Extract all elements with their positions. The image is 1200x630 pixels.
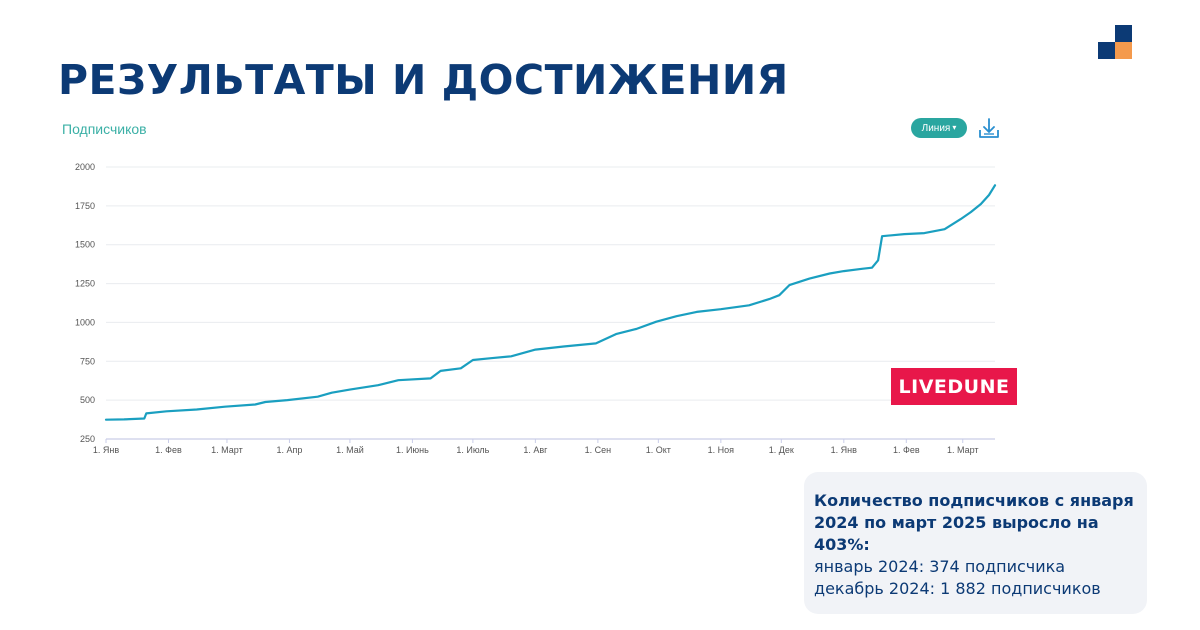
y-tick-label-1500: 1500 (75, 240, 95, 250)
x-tick-label-9: 1. Окт (646, 445, 671, 455)
x-tick-label-14: 1. Март (947, 445, 979, 455)
x-tick-label-6: 1. Июль (456, 445, 489, 455)
y-tick-label-500: 500 (80, 395, 95, 405)
logo-square-navy-bottom-left (1098, 42, 1115, 59)
x-tick-label-2: 1. Март (211, 445, 243, 455)
logo-square-orange (1115, 42, 1132, 59)
chevron-down-icon: ▾ (952, 123, 957, 132)
x-tick-label-7: 1. Авг (523, 445, 548, 455)
summary-card: Количество подписчиков с января 2024 по … (804, 472, 1147, 614)
y-tick-label-750: 750 (80, 356, 95, 366)
summary-heading: Количество подписчиков с января 2024 по … (814, 491, 1134, 554)
x-tick-label-3: 1. Апр (276, 445, 302, 455)
x-tick-label-4: 1. Май (336, 445, 364, 455)
x-tick-label-10: 1. Ноя (708, 445, 735, 455)
summary-line-december: декабрь 2024: 1 882 подписчиков (814, 579, 1101, 598)
chart-title: Подписчиков (62, 121, 147, 137)
x-tick-label-1: 1. Фев (155, 445, 182, 455)
x-tick-label-0: 1. Янв (93, 445, 119, 455)
x-tick-label-11: 1. Дек (769, 445, 794, 455)
y-tick-label-1750: 1750 (75, 201, 95, 211)
livedune-watermark: LIVEDUNE (891, 368, 1017, 405)
chart-type-label: Линия (921, 122, 951, 134)
summary-line-january: январь 2024: 374 подписчика (814, 557, 1066, 576)
x-tick-label-8: 1. Сен (585, 445, 612, 455)
logo-square-navy-top-right (1115, 25, 1132, 42)
x-tick-label-13: 1. Фев (893, 445, 920, 455)
series-line-0 (104, 184, 997, 421)
y-tick-label-2000: 2000 (75, 162, 95, 172)
y-tick-label-1250: 1250 (75, 279, 95, 289)
x-tick-label-12: 1. Янв (831, 445, 857, 455)
download-icon[interactable] (976, 116, 1002, 142)
x-tick-label-5: 1. Июнь (396, 445, 429, 455)
brand-logo (1098, 25, 1132, 59)
chart-type-button[interactable]: Линия ▾ (911, 118, 967, 138)
y-tick-label-1000: 1000 (75, 317, 95, 327)
page-title: РЕЗУЛЬТАТЫ И ДОСТИЖЕНИЯ (58, 56, 789, 104)
y-tick-label-250: 250 (80, 434, 95, 444)
